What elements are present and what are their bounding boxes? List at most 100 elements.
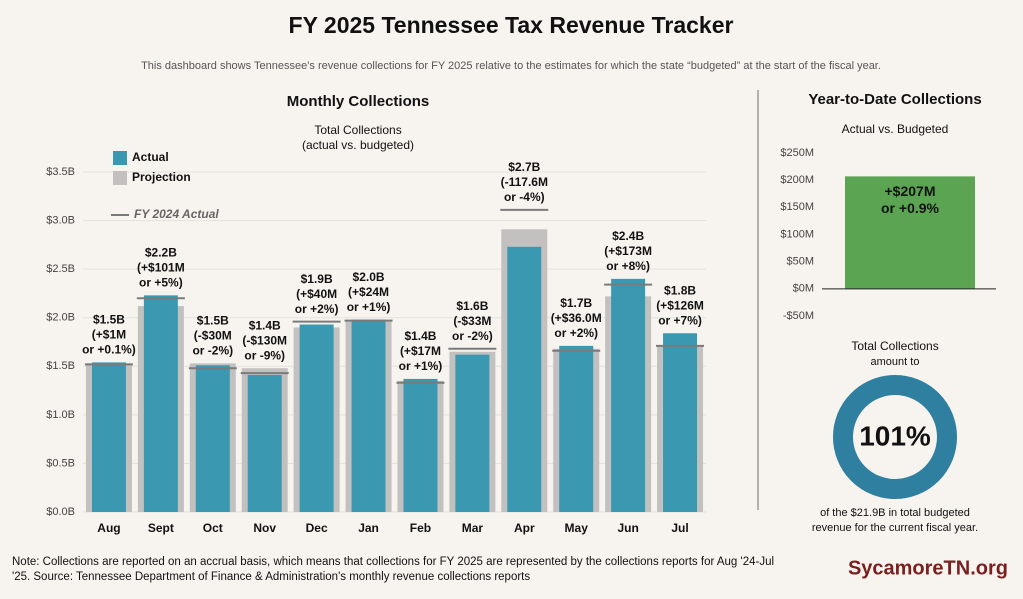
x-tick-label: Mar — [462, 521, 484, 535]
bar — [507, 246, 542, 513]
difference-label: (+$24M — [348, 285, 389, 299]
y-tick-label: $0.0B — [46, 506, 75, 518]
bar — [351, 319, 386, 512]
data-label: $1.6B — [456, 299, 488, 313]
note: Note: Collections are reported on an acc… — [12, 556, 774, 568]
x-tick-label: Dec — [306, 521, 328, 535]
donut-ring — [833, 375, 957, 499]
data-label: $1.9B — [301, 272, 333, 286]
x-tick-label: Apr — [514, 521, 535, 535]
y-tick-label: $200M — [780, 174, 814, 186]
difference-label: or -4%) — [504, 190, 545, 204]
legend-label: Projection — [132, 170, 191, 184]
legend-label: FY 2024 Actual — [134, 207, 219, 221]
y-tick-label: $0.5B — [46, 457, 75, 469]
y-tick-label: $2.0B — [46, 312, 75, 324]
data-label: $1.5B — [93, 313, 125, 327]
difference-label: (-$30M — [194, 329, 232, 343]
subtitle: This dashboard shows Tennessee’s revenue… — [141, 60, 881, 72]
bar — [299, 324, 334, 512]
difference-label: (+$101M — [137, 261, 185, 275]
difference-label: (+$173M — [604, 244, 652, 258]
difference-label: or +5%) — [139, 276, 183, 290]
difference-label: (-$33M — [453, 314, 491, 328]
y-tick-label: $3.5B — [46, 166, 75, 178]
difference-label: or +0.1%) — [82, 343, 136, 357]
bar — [845, 176, 975, 289]
difference-label: or +1%) — [399, 359, 443, 373]
monthly-subtitle: (actual vs. budgeted) — [302, 138, 414, 152]
difference-label: or +7%) — [658, 313, 702, 327]
donut-caption: revenue for the current fiscal year. — [812, 522, 978, 534]
y-tick-label: $250M — [780, 147, 814, 159]
y-tick-label: $2.5B — [46, 263, 75, 275]
data-label: $1.8B — [664, 283, 696, 297]
x-tick-label: Oct — [203, 521, 223, 535]
data-label: $2.4B — [612, 229, 644, 243]
difference-label: or +2%) — [554, 326, 598, 340]
x-tick-label: Sept — [148, 521, 174, 535]
data-label: $1.5B — [197, 314, 229, 328]
bar — [403, 378, 438, 512]
data-label: +$207M — [885, 183, 936, 199]
bar — [91, 362, 126, 512]
ytd-subtitle: Actual vs. Budgeted — [842, 122, 949, 136]
x-tick-label: Feb — [410, 521, 431, 535]
difference-label: (+$1M — [92, 328, 126, 342]
bar — [559, 345, 594, 512]
difference-label: or -2%) — [452, 329, 493, 343]
difference-label: (+$17M — [400, 344, 441, 358]
legend-swatch — [113, 151, 127, 165]
data-label: or +0.9% — [881, 200, 940, 216]
title: FY 2025 Tennessee Tax Revenue Tracker — [289, 12, 734, 38]
x-tick-label: Jul — [671, 521, 688, 535]
note: '25. Source: Tennessee Department of Fin… — [12, 571, 530, 583]
y-tick-label: $150M — [780, 201, 814, 213]
difference-label: (+$126M — [656, 298, 704, 312]
x-tick-label: Jun — [617, 521, 638, 535]
data-label: $1.4B — [249, 318, 281, 332]
bar — [143, 295, 178, 512]
legend-swatch — [113, 171, 127, 185]
data-label: $2.7B — [508, 160, 540, 174]
difference-label: (-117.6M — [501, 175, 548, 189]
brand: SycamoreTN.org — [848, 557, 1008, 579]
ytd-title: Year-to-Date Collections — [808, 91, 981, 108]
bar — [611, 278, 646, 512]
y-tick-label: $100M — [780, 228, 814, 240]
data-label: $1.7B — [560, 296, 592, 310]
y-tick-label: $1.5B — [46, 360, 75, 372]
difference-label: or +1%) — [347, 300, 391, 314]
donut-caption: of the $21.9B in total budgeted — [820, 507, 970, 519]
donut-subtitle: amount to — [871, 356, 920, 368]
difference-label: (-$130M — [242, 333, 287, 347]
legend-label: Actual — [132, 150, 169, 164]
difference-label: or -9%) — [244, 348, 285, 362]
bar — [663, 333, 698, 512]
bar — [195, 365, 230, 512]
x-tick-label: May — [565, 521, 589, 535]
difference-label: or +8%) — [606, 259, 650, 273]
x-tick-label: Aug — [97, 521, 120, 535]
x-tick-label: Nov — [253, 521, 276, 535]
data-label: $1.4B — [404, 329, 436, 343]
y-tick-label: -$50M — [783, 310, 814, 322]
donut-label: 101% — [859, 420, 931, 451]
monthly-subtitle: Total Collections — [314, 123, 401, 137]
monthly-title: Monthly Collections — [287, 93, 430, 110]
y-tick-label: $0M — [793, 283, 814, 295]
difference-label: or -2%) — [192, 344, 233, 358]
difference-label: (+$36.0M — [551, 311, 602, 325]
donut-title: Total Collections — [851, 339, 938, 353]
data-label: $2.0B — [353, 270, 385, 284]
y-tick-label: $3.0B — [46, 214, 75, 226]
data-label: $2.2B — [145, 246, 177, 260]
bar — [247, 375, 282, 512]
y-tick-label: $50M — [786, 256, 814, 268]
difference-label: (+$40M — [296, 287, 337, 301]
x-tick-label: Jan — [358, 521, 379, 535]
difference-label: or +2%) — [295, 302, 339, 316]
bar — [455, 354, 490, 512]
y-tick-label: $1.0B — [46, 409, 75, 421]
